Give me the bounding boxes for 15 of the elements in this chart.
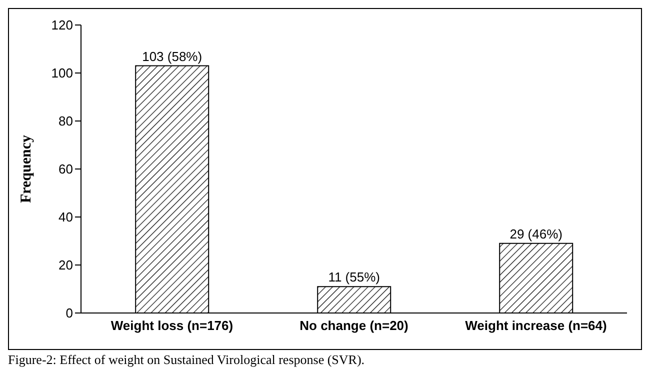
y-tick-label: 80 (58, 114, 73, 129)
data-label: 29 (46%) (510, 226, 562, 242)
y-axis-title: Frequency (18, 134, 34, 204)
x-tick-label: No change (n=20) (300, 318, 408, 334)
data-label: 103 (58%) (142, 48, 202, 64)
data-label: 11 (55%) (328, 270, 380, 285)
y-tick-label: 60 (58, 162, 73, 177)
x-tick-label: Weight loss (n=176) (110, 318, 234, 334)
text: Figure-2: Effect of weight on Sustained Virological response (SVR). (8, 352, 366, 368)
y-tick-label: 20 (58, 258, 73, 273)
y-tick-label: 0 (66, 306, 73, 321)
y-tick-label: 100 (51, 66, 73, 81)
y-tick-label: 40 (58, 210, 73, 225)
y-tick-label: 120 (51, 18, 73, 33)
x-tick-label: Weight increase (n=64) (465, 318, 607, 334)
